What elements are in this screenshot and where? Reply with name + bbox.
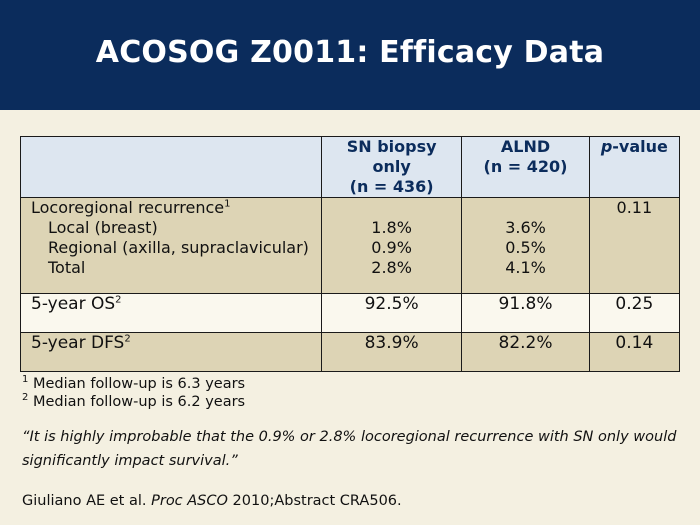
footnote: 2 Median follow-up is 6.2 years (22, 392, 246, 410)
table-row: 5-year DFS2 83.9% 82.2% 0.14 (20, 332, 681, 372)
dfs-sn-cell: 83.9% (320, 332, 463, 372)
dfs-p-cell: 0.14 (588, 332, 681, 372)
table-row: Locoregional recurrence1 Local (breast) … (20, 197, 681, 294)
row-sublabel: Total (48, 258, 86, 277)
efficacy-table: SN biopsy only (n = 436) ALND (n = 420) … (20, 136, 681, 372)
row-sublabel: Regional (axilla, supraclavicular) (48, 238, 309, 257)
table-header-row: SN biopsy only (n = 436) ALND (n = 420) … (20, 136, 681, 198)
locoregional-p-cell: 0.11 (588, 197, 681, 294)
locoregional-alnd-cell: 3.6% 0.5% 4.1% (461, 197, 590, 294)
slide-title: ACOSOG Z0011: Efficacy Data (95, 34, 605, 70)
table-row: 5-year OS2 92.5% 91.8% 0.25 (20, 293, 681, 333)
dfs-label-cell: 5-year DFS2 (20, 332, 322, 372)
locoregional-label-cell: Locoregional recurrence1 Local (breast) … (20, 197, 322, 294)
citation: Giuliano AE et al. Proc ASCO 2010;Abstra… (22, 493, 402, 509)
footnote: 1 Median follow-up is 6.3 years (22, 374, 246, 392)
os-label-cell: 5-year OS2 (20, 293, 322, 333)
os-alnd-cell: 91.8% (461, 293, 590, 333)
row-sublabel: Local (breast) (48, 218, 158, 237)
header-alnd: ALND (n = 420) (461, 136, 590, 198)
header-p-value: p-value (588, 136, 681, 198)
title-banner: ACOSOG Z0011: Efficacy Data (0, 0, 700, 110)
footnotes: 1 Median follow-up is 6.3 years 2 Median… (22, 375, 245, 411)
os-p-cell: 0.25 (588, 293, 681, 333)
quote: “It is highly improbable that the 0.9% o… (22, 429, 677, 469)
header-sn-biopsy: SN biopsy only (n = 436) (320, 136, 463, 198)
locoregional-sn-cell: 1.8% 0.9% 2.8% (320, 197, 463, 294)
header-empty-cell (20, 136, 322, 198)
os-sn-cell: 92.5% (320, 293, 463, 333)
dfs-alnd-cell: 82.2% (461, 332, 590, 372)
